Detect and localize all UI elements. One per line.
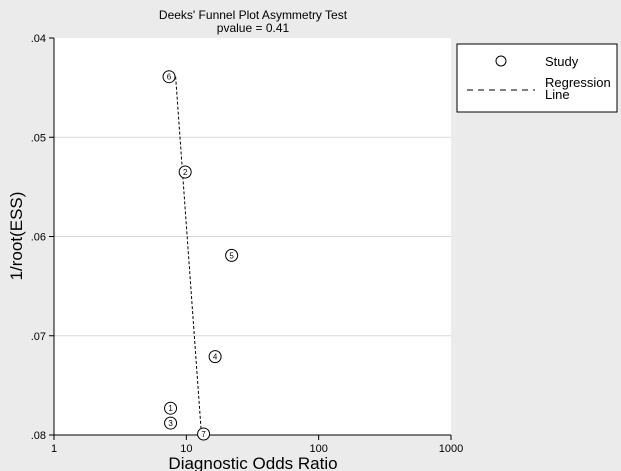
study-point (162, 70, 176, 84)
study-point (197, 427, 211, 441)
chart-title: Deeks' Funnel Plot Asymmetry Test (159, 8, 348, 22)
y-tick-label: .08 (31, 430, 46, 442)
study-point (164, 401, 178, 415)
study-point (225, 248, 239, 262)
y-tick-label: .06 (31, 232, 46, 244)
x-tick-label: 100 (309, 443, 327, 455)
legend-regression-word: Line (545, 87, 570, 102)
x-tick-label: 1 (51, 443, 57, 455)
study-point-label: 3 (168, 419, 173, 428)
study-point-label: 6 (167, 73, 172, 82)
legend-item-regression-line: Regression Line (545, 75, 611, 102)
study-point (208, 350, 222, 364)
legend-circle-icon (495, 55, 507, 67)
legend-box (456, 43, 618, 113)
study-point-label: 5 (229, 251, 234, 260)
x-axis-label: Diagnostic Odds Ratio (168, 454, 337, 471)
study-point-label: 4 (213, 353, 218, 362)
legend: Study Regression Line (456, 43, 618, 113)
legend-item-study: Study (545, 54, 579, 69)
study-point (178, 165, 192, 179)
study-point-label: 1 (168, 404, 173, 413)
chart-subtitle: pvalue = 0.41 (217, 21, 290, 35)
study-point (164, 416, 178, 430)
study-points: 1 2 3 4 5 6 7 (162, 70, 239, 441)
y-axis-label: 1/root(ESS) (7, 192, 26, 281)
gridlines (54, 136, 451, 337)
study-point-label: 2 (183, 168, 188, 177)
y-tick-label: .07 (31, 331, 46, 343)
x-tick-label: 10 (180, 443, 192, 455)
legend-regression-word: Regression (545, 75, 611, 90)
y-tick-label: .04 (31, 33, 46, 45)
study-point-label: 7 (201, 430, 206, 439)
x-tick-label: 1000 (439, 443, 463, 455)
axis-ticks: .04 .05 .06 .07 .08 1 10 100 1000 (31, 33, 464, 455)
y-tick-label: .05 (31, 132, 46, 144)
